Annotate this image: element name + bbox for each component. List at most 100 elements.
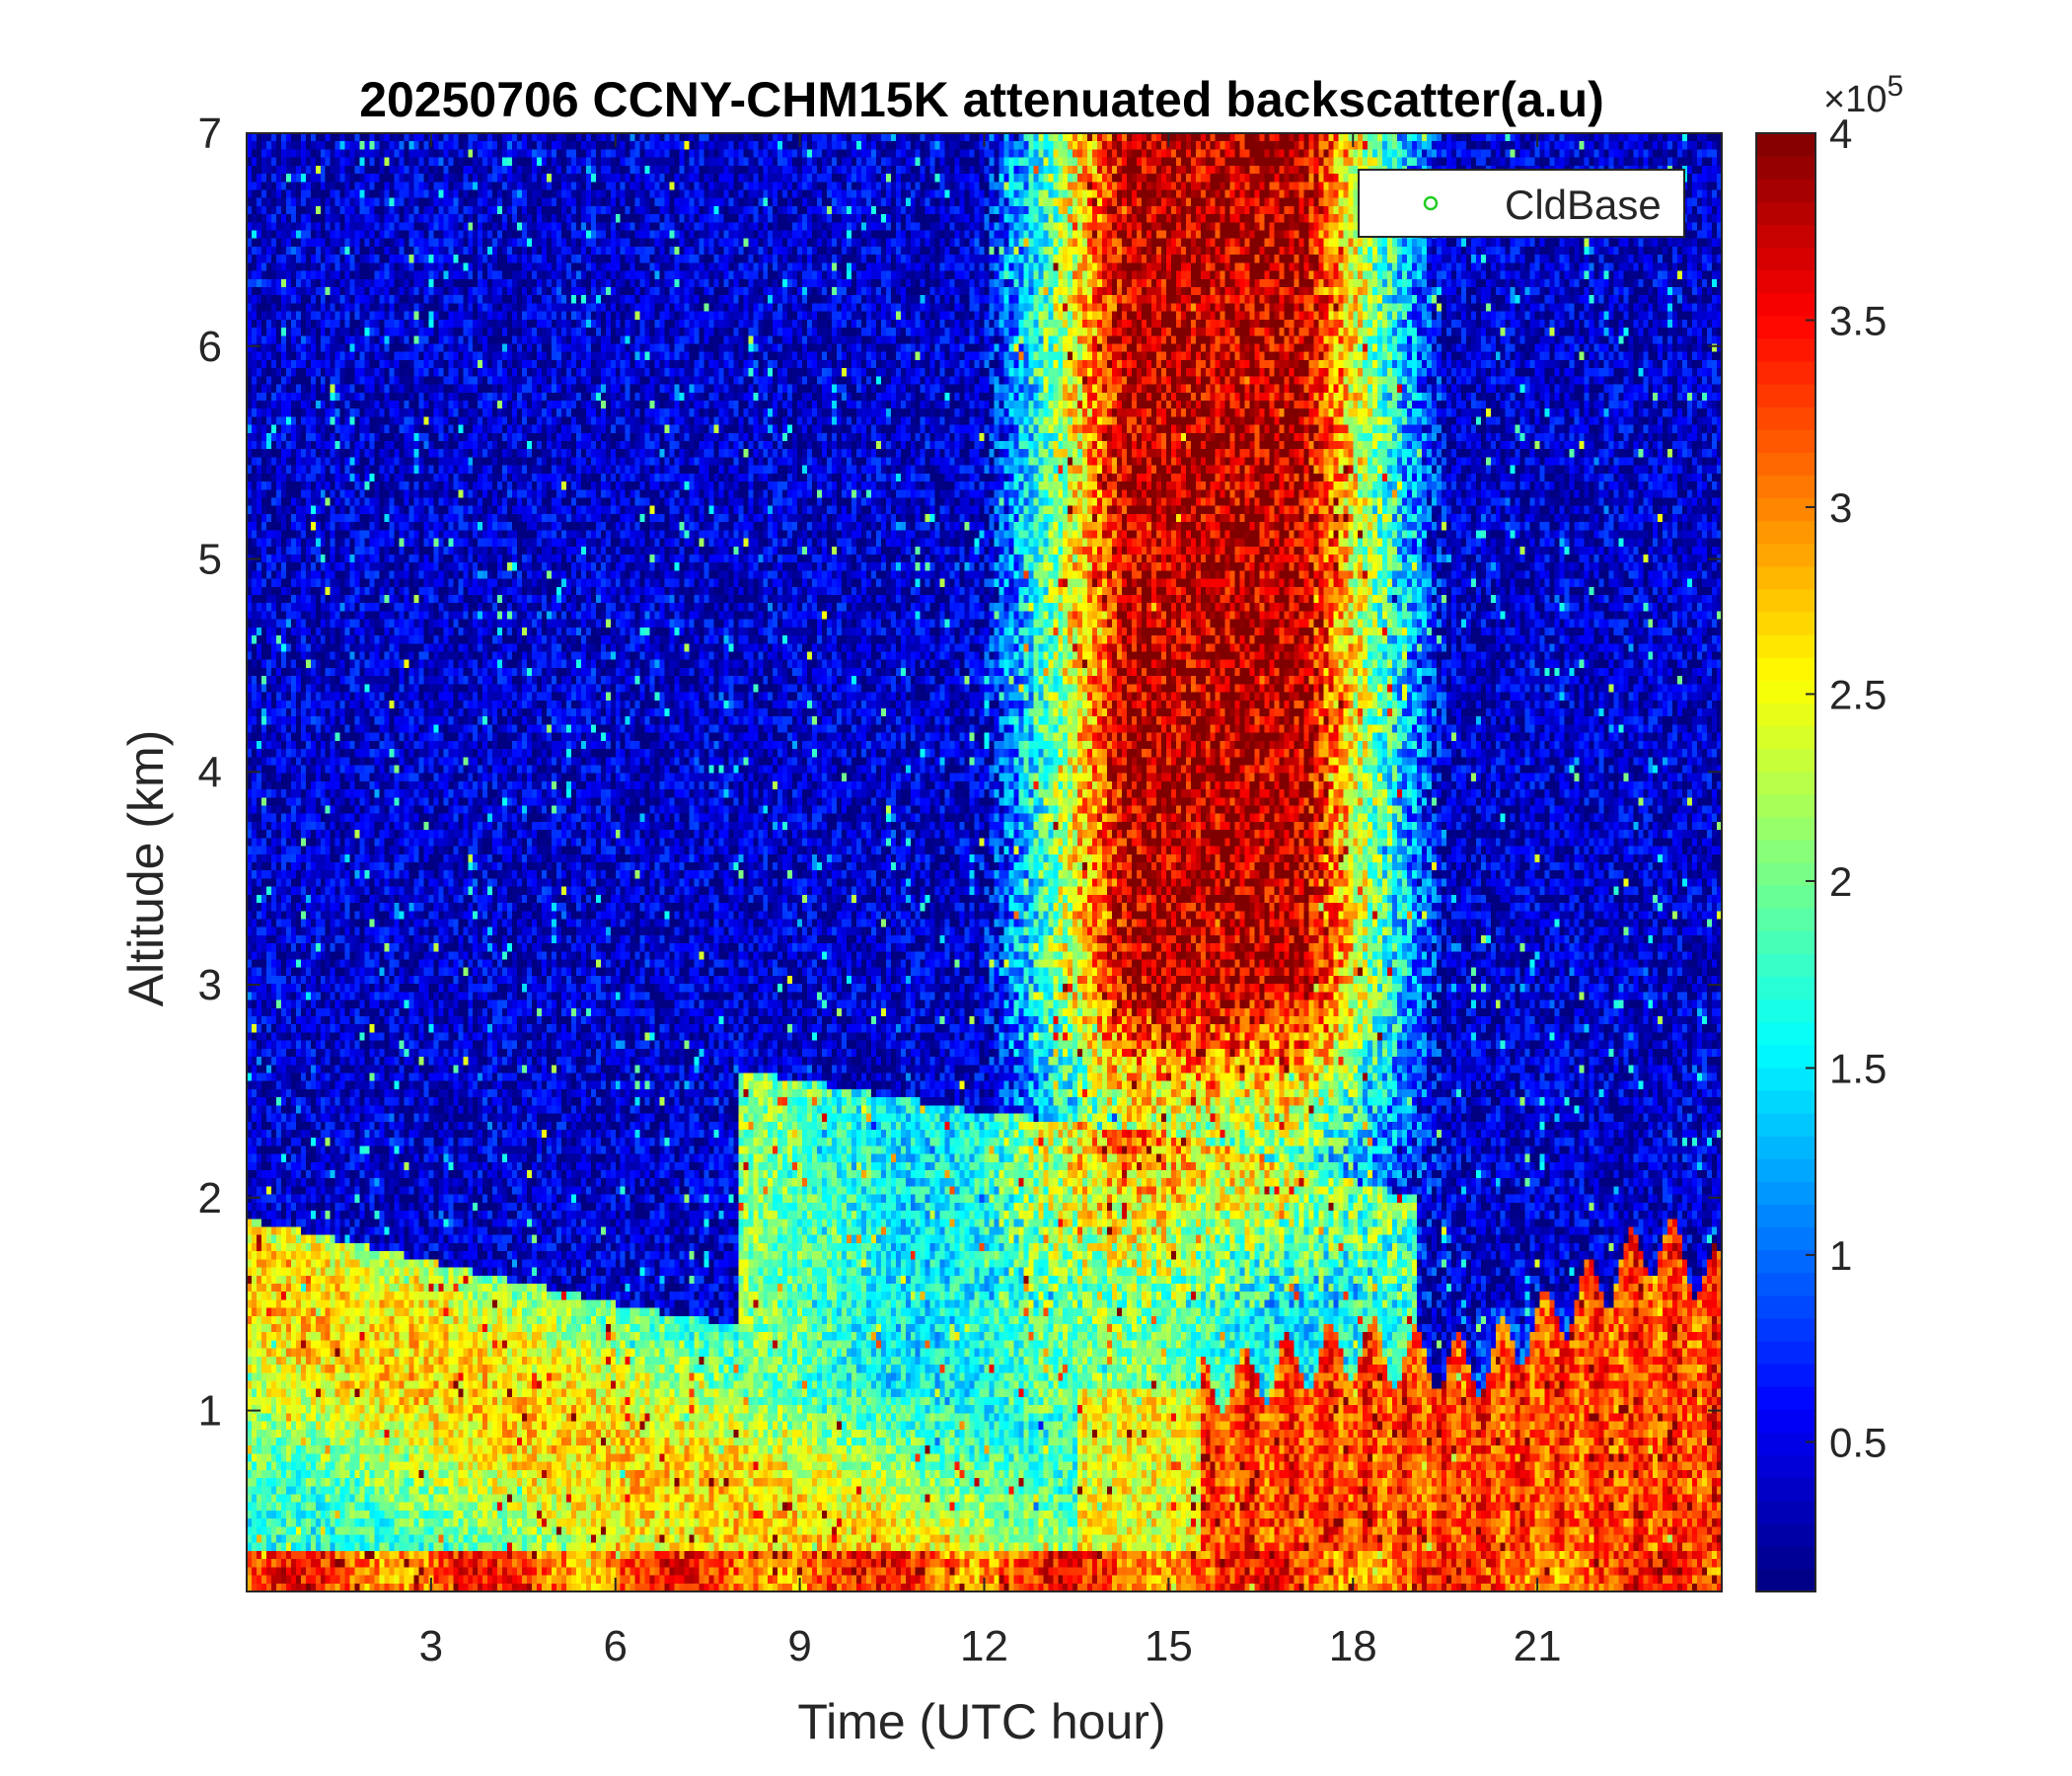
x-tick-label: 21 <box>1514 1622 1562 1670</box>
colorbar-segment <box>1756 407 1815 430</box>
colorbar-tick-label: 4 <box>1829 111 1852 157</box>
x-axis-label: Time (UTC hour) <box>797 1694 1165 1749</box>
colorbar-segment <box>1756 520 1815 545</box>
y-axis-label: Altitude (km) <box>118 730 174 1007</box>
x-tick-label: 3 <box>419 1622 443 1670</box>
colorbar-segment <box>1756 1226 1815 1251</box>
colorbar-frame <box>1755 132 1816 1592</box>
colorbar-segment <box>1756 862 1815 886</box>
heatmap-raster <box>247 133 1722 1591</box>
colorbar-segment <box>1756 360 1815 385</box>
colorbar-segment <box>1756 565 1815 590</box>
chart-title: 20250706 CCNY-CHM15K attenuated backscat… <box>359 72 1604 127</box>
colorbar-segment <box>1756 315 1815 339</box>
colorbar-segment <box>1756 611 1815 635</box>
backscatter-heatmap <box>247 133 1722 1591</box>
colorbar-segment <box>1756 1249 1815 1274</box>
colorbar-segment <box>1756 1272 1815 1296</box>
colorbar-segment <box>1756 1340 1815 1365</box>
colorbar-segment <box>1756 908 1815 931</box>
colorbar-segment <box>1756 748 1815 773</box>
colorbar-segment <box>1756 771 1815 795</box>
y-tick-label: 3 <box>198 961 222 1009</box>
colorbar-segment <box>1756 1295 1815 1319</box>
colorbar-tick-label: 2.5 <box>1829 671 1887 717</box>
y-tick-label: 6 <box>198 323 222 371</box>
colorbar: 0.5 1 1.5 2 2.5 3 3.5 4 ×105 <box>1755 70 1903 1592</box>
colorbar-segment <box>1756 1522 1815 1547</box>
colorbar-segment <box>1756 1136 1815 1159</box>
colorbar-segment <box>1756 999 1815 1023</box>
colorbar-segment <box>1756 1500 1815 1524</box>
colorbar-segment <box>1756 588 1815 613</box>
colorbar-exponent-base: ×10 <box>1823 79 1887 120</box>
colorbar-segment <box>1756 1158 1815 1182</box>
colorbar-segment <box>1756 224 1815 249</box>
colorbar-tick-label: 2 <box>1829 858 1852 905</box>
colorbar-segment <box>1756 475 1815 499</box>
colorbar-segment <box>1756 1181 1815 1206</box>
y-tick-label: 7 <box>198 110 222 158</box>
colorbar-segment <box>1756 1409 1815 1433</box>
colorbar-segment <box>1756 1386 1815 1410</box>
y-tick-label: 5 <box>198 536 222 584</box>
colorbar-segment <box>1756 634 1815 658</box>
colorbar-segment <box>1756 839 1815 863</box>
colorbar-segment <box>1756 885 1815 909</box>
colorbar-segment <box>1756 429 1815 453</box>
colorbar-segment <box>1756 497 1815 522</box>
colorbar-segment <box>1756 133 1815 157</box>
colorbar-segment <box>1756 680 1815 703</box>
colorbar-segment <box>1756 657 1815 681</box>
x-tick-label: 12 <box>960 1622 1008 1670</box>
colorbar-ticks: 0.5 1 1.5 2 2.5 3 3.5 4 <box>1806 111 1887 1465</box>
colorbar-segment <box>1756 976 1815 1000</box>
colorbar-segment <box>1756 201 1815 225</box>
colorbar-exponent-power: 5 <box>1887 70 1903 103</box>
colorbar-tick-label: 1.5 <box>1829 1045 1887 1091</box>
colorbar-tick-label: 1 <box>1829 1232 1852 1279</box>
x-tick-label: 18 <box>1329 1622 1377 1670</box>
y-tick-label: 4 <box>198 748 222 796</box>
colorbar-tick-label: 3 <box>1829 484 1852 531</box>
colorbar-segment <box>1756 725 1815 750</box>
x-axis: 3 6 9 12 15 18 21 <box>419 133 1562 1670</box>
colorbar-segment <box>1756 1067 1815 1091</box>
colorbar-segment <box>1756 1568 1815 1592</box>
colorbar-segment <box>1756 543 1815 567</box>
colorbar-segment <box>1756 793 1815 818</box>
colorbar-segment <box>1756 269 1815 294</box>
colorbar-segment <box>1756 1204 1815 1228</box>
legend-box <box>1358 169 1685 238</box>
legend-entry-cldbase: CldBase <box>1505 182 1662 228</box>
colorbar-segment <box>1756 179 1815 202</box>
x-tick-label: 9 <box>787 1622 811 1670</box>
colorbar-segment <box>1756 1432 1815 1456</box>
colorbar-segment <box>1756 703 1815 727</box>
colorbar-segment <box>1756 337 1815 362</box>
colorbar-tick-label: 0.5 <box>1829 1419 1887 1465</box>
colorbar-segment <box>1756 452 1815 477</box>
colorbar-segment <box>1756 292 1815 317</box>
colorbar-tick-label: 3.5 <box>1829 297 1887 343</box>
colorbar-segment <box>1756 1089 1815 1114</box>
colorbar-segment <box>1756 156 1815 180</box>
y-tick-label: 2 <box>198 1174 222 1222</box>
colorbar-gradient <box>1756 133 1815 1592</box>
colorbar-segment <box>1756 1454 1815 1479</box>
colorbar-segment <box>1756 1477 1815 1502</box>
colorbar-segment <box>1756 1545 1815 1570</box>
y-tick-label: 1 <box>198 1387 222 1436</box>
colorbar-segment <box>1756 384 1815 407</box>
colorbar-segment <box>1756 1364 1815 1387</box>
colorbar-segment <box>1756 1044 1815 1069</box>
colorbar-segment <box>1756 1113 1815 1137</box>
colorbar-segment <box>1756 816 1815 841</box>
x-tick-label: 6 <box>604 1622 628 1670</box>
legend: CldBase <box>1358 169 1685 238</box>
x-tick-label: 15 <box>1145 1622 1193 1670</box>
colorbar-segment <box>1756 953 1815 978</box>
colorbar-segment <box>1756 1317 1815 1342</box>
colorbar-segment <box>1756 930 1815 954</box>
